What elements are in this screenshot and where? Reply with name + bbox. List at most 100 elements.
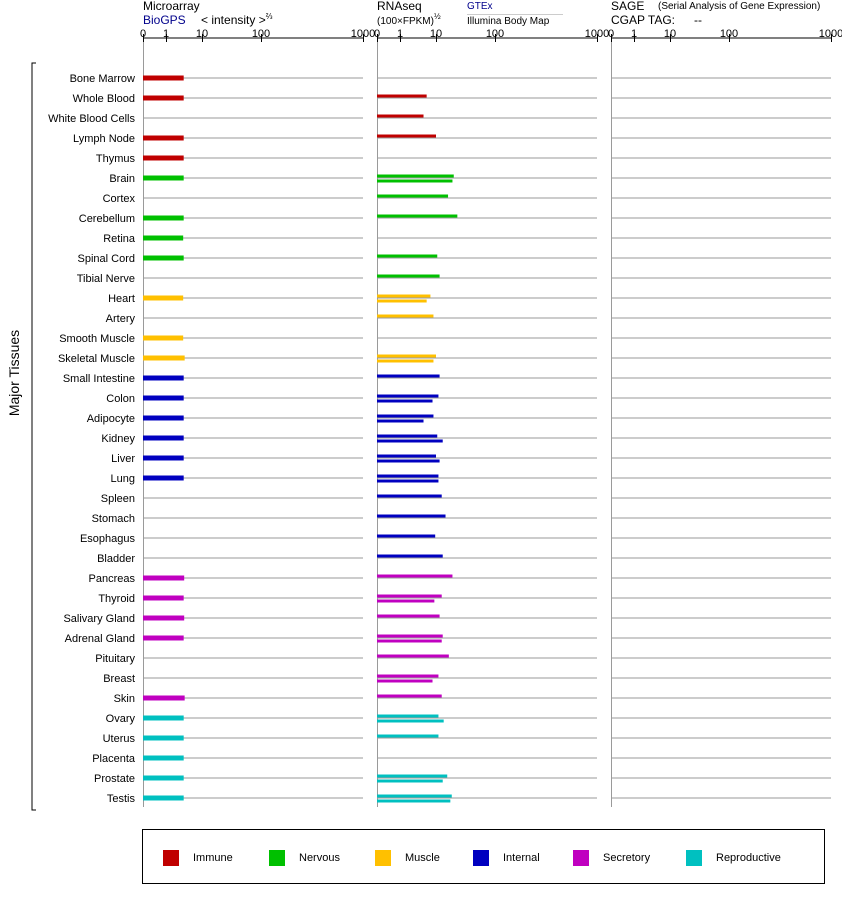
microarray-bar (143, 475, 184, 481)
rnaseq-ibm-bar (377, 179, 453, 183)
tissue-label: Adrenal Gland (65, 633, 135, 645)
rnaseq-gtex-bar (377, 214, 458, 218)
x-tick-label: 10 (430, 28, 442, 40)
rnaseq-ibm-bar (377, 439, 443, 443)
microarray-bar (143, 135, 184, 141)
rnaseq-gtex-bar (377, 514, 446, 518)
legend-label: Internal (503, 851, 540, 864)
tissue-label: Esophagus (80, 533, 136, 545)
rnaseq-gtex-bar (377, 654, 449, 658)
legend-swatch (269, 849, 285, 866)
microarray-bar (143, 795, 184, 801)
microarray-bar (143, 335, 184, 341)
legend-swatch (573, 849, 589, 866)
rnaseq-gtex-bar (377, 494, 442, 498)
microarray-bar (143, 175, 184, 181)
legend-label: Reproductive (716, 851, 781, 864)
rnaseq-gtex-bar (377, 274, 440, 278)
tissue-bracket (31, 62, 36, 811)
legend-label: Secretory (603, 851, 651, 864)
rnaseq-gtex-bar (377, 454, 436, 458)
microarray-bar (143, 595, 184, 601)
x-tick-label: 0 (608, 28, 614, 40)
legend-item-nervous: Nervous (269, 849, 340, 866)
tissue-label: Pancreas (89, 573, 136, 585)
x-tick-label: 10 (196, 28, 208, 40)
microarray-bar (143, 715, 184, 721)
rnaseq-source-divider (467, 14, 563, 15)
rnaseq-ibm-bar (377, 479, 439, 483)
legend-swatch (473, 849, 489, 866)
microarray-bar (143, 415, 184, 421)
rnaseq-gtex-bar (377, 374, 440, 378)
legend-item-immune: Immune (163, 849, 233, 866)
biogps-link[interactable]: BioGPS (143, 13, 186, 27)
rnaseq-gtex-bar (377, 474, 439, 478)
microarray-bar (143, 375, 184, 381)
tissue-label: Pituitary (95, 653, 135, 665)
microarray-bar (143, 615, 185, 621)
microarray-bar (143, 155, 184, 161)
x-tick-label: 1 (397, 28, 403, 40)
tissue-label: Breast (103, 673, 135, 685)
microarray-bar (143, 395, 184, 401)
rnaseq-title: RNAseq (377, 0, 422, 13)
tissue-label: Artery (106, 313, 136, 325)
microarray-bar (143, 575, 185, 581)
rnaseq-gtex-bar (377, 434, 438, 438)
tissue-label: Kidney (101, 433, 135, 445)
intensity-text: < intensity > (201, 13, 266, 27)
microarray-bar (143, 455, 184, 461)
microarray-bar (143, 255, 184, 261)
rnaseq-ibm-bar (377, 419, 424, 423)
intensity-label: < intensity >⅔ (201, 12, 272, 27)
rnaseq-ibm-bar (377, 779, 443, 783)
x-tick-label: 10 (664, 28, 676, 40)
microarray-bar (143, 755, 184, 761)
rnaseq-gtex-bar (377, 614, 440, 618)
tissue-label: Small Intestine (63, 373, 135, 385)
rnaseq-gtex-bar (377, 174, 454, 178)
rnaseq-gtex-bar (377, 594, 442, 598)
cgap-tag-value: -- (694, 13, 702, 27)
rnaseq-gtex-bar (377, 794, 452, 798)
rnaseq-ibm-bar (377, 459, 440, 463)
tissue-label: Liver (111, 453, 135, 465)
legend-item-internal: Internal (473, 849, 540, 866)
gtex-link[interactable]: GTEx (467, 1, 493, 12)
microarray-bar (143, 215, 184, 221)
rnaseq-gtex-bar (377, 554, 443, 558)
tissue-label: Thyroid (98, 593, 135, 605)
tissue-label: Spleen (101, 493, 135, 505)
rnaseq-gtex-bar (377, 774, 448, 778)
legend-label: Nervous (299, 851, 340, 864)
microarray-title: Microarray (143, 0, 200, 13)
rnaseq-gtex-bar (377, 194, 449, 198)
tissue-label: Cortex (103, 193, 136, 205)
rnaseq-gtex-bar (377, 354, 436, 358)
tissue-label: Stomach (92, 513, 135, 525)
microarray-bar (143, 635, 184, 641)
legend-swatch (163, 849, 179, 866)
fpkm-label: (100×FPKM)½ (377, 12, 441, 27)
rnaseq-ibm-bar (377, 679, 433, 683)
rnaseq-gtex-bar (377, 734, 439, 738)
microarray-bar (143, 735, 184, 741)
microarray-bar (143, 75, 184, 81)
rnaseq-gtex-bar (377, 134, 436, 138)
rnaseq-gtex-bar (377, 414, 434, 418)
tissue-label: Salivary Gland (63, 613, 135, 625)
microarray-bar (143, 695, 185, 701)
tissue-label: Spinal Cord (78, 253, 135, 265)
tissue-label: Tibial Nerve (77, 273, 135, 285)
tissue-label: Whole Blood (73, 93, 135, 105)
rnaseq-gtex-bar (377, 534, 436, 538)
sage-title: SAGE (611, 0, 645, 13)
tissue-label: Testis (107, 793, 136, 805)
rnaseq-ibm-bar (377, 719, 444, 723)
rnaseq-gtex-bar (377, 674, 439, 678)
x-tick-label: 0 (374, 28, 380, 40)
tissue-label: Thymus (96, 153, 136, 165)
legend-swatch (686, 849, 702, 866)
